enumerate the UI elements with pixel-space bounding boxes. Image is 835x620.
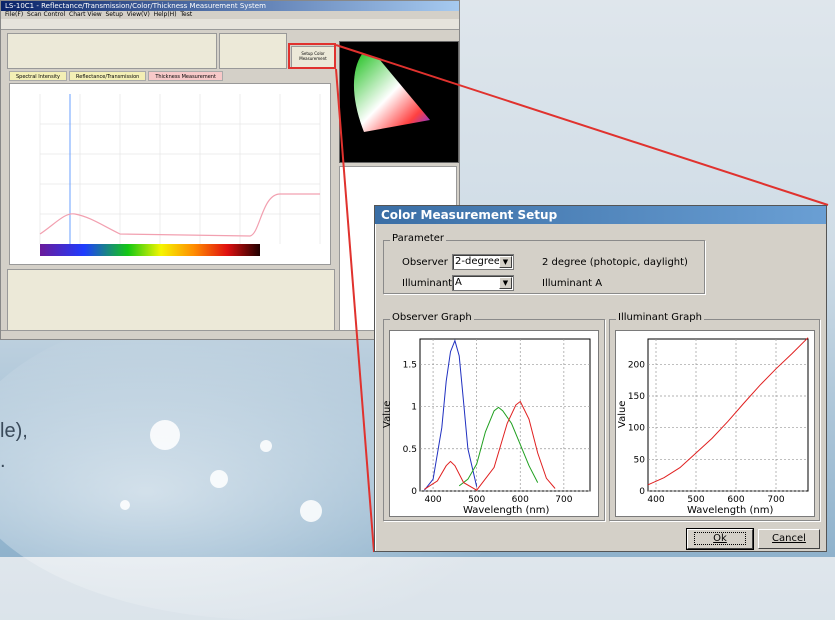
menu-test[interactable]: Test xyxy=(180,11,193,18)
app-status-bar xyxy=(1,330,459,339)
menu-help[interactable]: Help(H) xyxy=(153,11,177,18)
illuminant-description: Illuminant A xyxy=(542,278,603,289)
background-text-fragment: . xyxy=(0,450,6,472)
background-sparkle xyxy=(260,440,272,452)
menu-setup[interactable]: Setup xyxy=(105,11,123,18)
x-tick-label: 500 xyxy=(687,495,704,505)
illuminant-graph-area: 400 500 600 700 0 50 100 150 200 xyxy=(615,330,815,517)
observer-select[interactable]: 2-degree ▼ xyxy=(452,254,514,270)
background-text-fragment: le), xyxy=(0,420,28,442)
cancel-button[interactable]: Cancel xyxy=(758,529,820,549)
illuminant-select-value: A xyxy=(455,277,462,288)
app-toolbar xyxy=(1,19,459,30)
illuminant-graph-xlabel: Wavelength (nm) xyxy=(687,505,774,516)
illuminant-label: Illuminant xyxy=(402,278,453,289)
x-tick-label: 700 xyxy=(767,495,784,505)
chevron-down-icon[interactable]: ▼ xyxy=(499,256,512,268)
cie-diagram-svg xyxy=(353,54,430,132)
series-line-2 xyxy=(424,400,556,491)
x-tick-label: 600 xyxy=(727,495,744,505)
illuminant-select[interactable]: A ▼ xyxy=(452,275,514,291)
series-line-1 xyxy=(458,406,539,487)
y-tick-label: 50 xyxy=(634,455,646,465)
series-line-0 xyxy=(647,337,809,486)
chevron-down-icon[interactable]: ▼ xyxy=(499,277,512,289)
menu-scan-control[interactable]: Scan Control xyxy=(27,11,66,18)
background-sparkle xyxy=(120,500,130,510)
observer-graph-svg: 400 500 600 700 0 0.5 1 1.5 xyxy=(403,338,591,505)
y-tick-label: 100 xyxy=(628,424,645,434)
measurement-mode-panel xyxy=(7,269,335,331)
cancel-button-label: Cancel xyxy=(772,533,806,544)
reflectance-chart xyxy=(9,83,331,265)
menu-file[interactable]: File(F) xyxy=(5,11,24,18)
menu-chart-view[interactable]: Chart View xyxy=(69,11,102,18)
setup-button-callout xyxy=(288,43,336,69)
background-sparkle xyxy=(210,470,228,488)
y-tick-label: 0.5 xyxy=(403,445,417,455)
dialog-title: Color Measurement Setup xyxy=(375,206,826,224)
scan-settings-panel xyxy=(7,33,217,69)
tab-thickness[interactable]: Thickness Measurement xyxy=(148,71,223,81)
y-tick-label: 0 xyxy=(411,487,417,497)
observer-select-value: 2-degree xyxy=(455,256,501,267)
menu-view[interactable]: View(V) xyxy=(126,11,150,18)
y-tick-label: 0 xyxy=(639,487,645,497)
ok-button[interactable]: Ok xyxy=(686,528,754,550)
illuminant-graph-group: Illuminant Graph xyxy=(609,312,820,521)
tab-reflectance[interactable]: Reflectance/Transmission xyxy=(69,71,147,81)
cie-chromaticity-diagram xyxy=(339,41,459,163)
x-tick-label: 400 xyxy=(424,495,441,505)
parameter-group-label: Parameter xyxy=(390,233,447,244)
parameter-group: Parameter xyxy=(383,233,705,294)
color-measurement-setup-dialog: Color Measurement Setup Parameter Observ… xyxy=(374,205,827,552)
observer-graph-xlabel: Wavelength (nm) xyxy=(463,505,550,516)
background-sparkle xyxy=(300,500,322,522)
app-menu-bar: File(F) Scan Control Chart View Setup Vi… xyxy=(1,11,459,19)
ok-button-label: Ok xyxy=(713,533,727,544)
observer-graph-ylabel: Value xyxy=(382,400,393,428)
y-tick-label: 200 xyxy=(628,360,645,370)
x-tick-label: 400 xyxy=(647,495,664,505)
reference-panel xyxy=(219,33,287,69)
illuminant-graph-svg: 400 500 600 700 0 50 100 150 200 xyxy=(628,337,809,505)
illuminant-graph-ylabel: Value xyxy=(617,400,628,428)
y-tick-label: 1.5 xyxy=(403,360,417,370)
y-tick-label: 150 xyxy=(628,392,645,402)
observer-graph-group: Observer Graph xyxy=(383,312,605,521)
x-tick-label: 500 xyxy=(468,495,485,505)
observer-description: 2 degree (photopic, daylight) xyxy=(542,257,688,268)
app-tab-bar: Spectral Intensity Reflectance/Transmiss… xyxy=(9,71,223,81)
series-line-0 xyxy=(424,339,478,491)
background-sparkle xyxy=(150,420,180,450)
plot-frame xyxy=(419,338,591,492)
reflectance-chart-svg xyxy=(39,94,321,256)
observer-graph-area: 400 500 600 700 0 0.5 1 1.5 xyxy=(389,330,599,517)
x-tick-label: 600 xyxy=(512,495,529,505)
app-title-bar: LS-10C1 - Reflectance/Transmission/Color… xyxy=(1,1,459,11)
y-tick-label: 1 xyxy=(411,403,417,413)
observer-label: Observer xyxy=(402,257,448,268)
observer-graph-label: Observer Graph xyxy=(390,312,474,323)
x-tick-label: 700 xyxy=(555,495,572,505)
tab-spectral-intensity[interactable]: Spectral Intensity xyxy=(9,71,67,81)
illuminant-graph-label: Illuminant Graph xyxy=(616,312,704,323)
